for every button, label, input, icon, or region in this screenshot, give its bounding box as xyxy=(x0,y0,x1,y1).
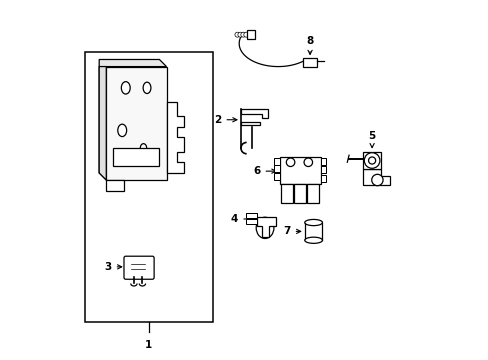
Polygon shape xyxy=(99,67,106,180)
Polygon shape xyxy=(241,122,260,125)
Ellipse shape xyxy=(256,217,273,238)
Bar xyxy=(246,213,256,217)
Text: 4: 4 xyxy=(230,214,252,224)
Bar xyxy=(247,31,255,39)
Bar xyxy=(246,219,256,224)
FancyBboxPatch shape xyxy=(124,256,154,279)
Bar xyxy=(320,166,325,173)
Bar xyxy=(85,53,212,322)
Bar xyxy=(279,157,320,184)
Bar xyxy=(273,165,279,172)
Bar xyxy=(273,158,279,165)
Polygon shape xyxy=(256,217,276,237)
Bar xyxy=(273,173,279,180)
Circle shape xyxy=(241,32,245,37)
Polygon shape xyxy=(241,109,267,118)
Bar xyxy=(320,175,325,182)
Ellipse shape xyxy=(304,220,322,226)
Polygon shape xyxy=(363,152,380,169)
Text: 1: 1 xyxy=(145,339,152,350)
Bar xyxy=(303,58,317,67)
Circle shape xyxy=(244,32,248,37)
Polygon shape xyxy=(106,180,124,191)
Text: 2: 2 xyxy=(214,115,237,125)
Polygon shape xyxy=(99,67,106,180)
Ellipse shape xyxy=(143,82,151,94)
Circle shape xyxy=(304,158,312,167)
Polygon shape xyxy=(106,67,166,180)
Ellipse shape xyxy=(140,144,146,153)
Circle shape xyxy=(364,153,379,168)
Polygon shape xyxy=(166,102,184,173)
Bar xyxy=(280,184,292,203)
Circle shape xyxy=(368,157,375,164)
Ellipse shape xyxy=(121,82,130,94)
Text: 6: 6 xyxy=(253,166,275,176)
Polygon shape xyxy=(99,59,166,67)
Polygon shape xyxy=(363,169,389,185)
Bar xyxy=(293,184,305,203)
Ellipse shape xyxy=(304,237,322,243)
Circle shape xyxy=(286,158,294,167)
Text: 3: 3 xyxy=(104,262,122,272)
Ellipse shape xyxy=(118,124,126,136)
Circle shape xyxy=(234,32,240,37)
Text: 7: 7 xyxy=(283,226,300,237)
Circle shape xyxy=(371,174,382,186)
Text: 5: 5 xyxy=(368,131,375,148)
Bar xyxy=(113,148,159,166)
Bar xyxy=(320,158,325,165)
Bar xyxy=(306,184,318,203)
Text: 8: 8 xyxy=(306,36,313,54)
Circle shape xyxy=(237,32,243,37)
